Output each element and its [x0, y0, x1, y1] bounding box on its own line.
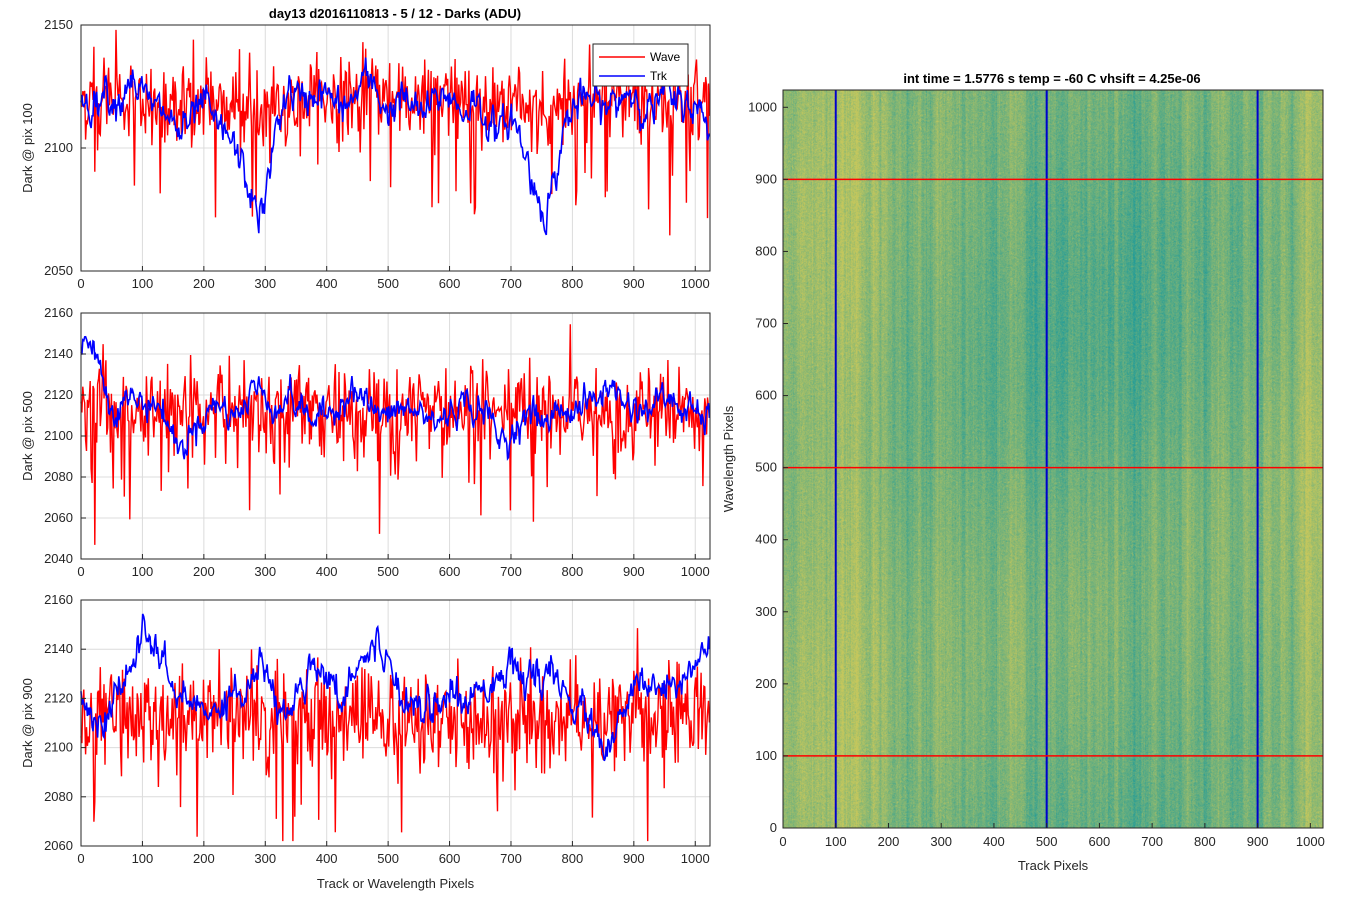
plot1-title: day13 d2016110813 - 5 / 12 - Darks (ADU)	[269, 6, 521, 21]
y-tick-label: 100	[755, 748, 777, 763]
x-tick-label: 200	[193, 851, 215, 866]
x-tick-label: 300	[930, 834, 952, 849]
x-tick-label: 200	[878, 834, 900, 849]
y-tick-label: 2120	[44, 690, 73, 705]
x-tick-label: 100	[132, 276, 154, 291]
x-tick-label: 800	[562, 564, 584, 579]
x-tick-label: 900	[1247, 834, 1269, 849]
series-trk-line	[80, 57, 711, 236]
x-tick-label: 400	[316, 851, 338, 866]
y-tick-label: 2100	[44, 428, 73, 443]
legend-box	[592, 43, 689, 87]
y-tick-label: 2040	[44, 551, 73, 566]
y-tick-label: 2160	[44, 592, 73, 607]
y-tick-label: 2140	[44, 346, 73, 361]
x-tick-label: 600	[439, 564, 461, 579]
x-tick-label: 400	[316, 564, 338, 579]
series-trk-line	[80, 335, 711, 461]
legend-wave-label: Wave	[650, 50, 681, 64]
x-tick-label: 300	[254, 851, 276, 866]
x-tick-label: 0	[779, 834, 786, 849]
legend: Wave Trk	[592, 43, 689, 87]
x-tick-label: 200	[193, 276, 215, 291]
x-tick-label: 100	[132, 851, 154, 866]
x-tick-label: 600	[439, 276, 461, 291]
heatmap-image	[783, 90, 1323, 828]
x-tick-label: 800	[562, 276, 584, 291]
x-tick-label: 100	[825, 834, 847, 849]
y-tick-label: 2060	[44, 838, 73, 853]
x-tick-label: 1000	[681, 564, 710, 579]
y-tick-label: 2080	[44, 469, 73, 484]
x-tick-label: 700	[500, 276, 522, 291]
heatmap-plot: 0 100 200 300 400 500 600 700 800 900 1000 0 100 200 3…	[721, 89, 1325, 873]
x-tick-label: 600	[439, 851, 461, 866]
y-tick-label: 2120	[44, 387, 73, 402]
x-tick-label: 1000	[681, 851, 710, 866]
series-trk-line	[80, 613, 711, 762]
x-axis-label: Track Pixels	[1018, 858, 1089, 873]
x-tick-label: 400	[316, 276, 338, 291]
y-tick-label: 300	[755, 604, 777, 619]
y-tick-label: 200	[755, 676, 777, 691]
y-axis-label: Wavelength Pixels	[721, 405, 736, 512]
y-axis-label: Dark @ pix 500	[20, 391, 35, 481]
y-tick-label: 2060	[44, 510, 73, 525]
line-plot-pix900: 0 100 200 300 400 500 600 700 800 900 1000 2060 2080…	[20, 592, 711, 891]
y-tick-label: 2100	[44, 740, 73, 755]
x-tick-label: 500	[377, 851, 399, 866]
y-tick-label: 2050	[44, 263, 73, 278]
y-axis-label: Dark @ pix 900	[20, 678, 35, 768]
x-tick-label: 1000	[1296, 834, 1325, 849]
y-tick-label: 700	[755, 316, 777, 331]
axes-frame	[80, 599, 711, 847]
x-tick-label: 700	[500, 564, 522, 579]
y-tick-label: 2140	[44, 641, 73, 656]
x-tick-label: 1000	[681, 276, 710, 291]
y-tick-label: 2100	[44, 140, 73, 155]
x-tick-label: 800	[562, 851, 584, 866]
x-tick-label: 0	[77, 276, 84, 291]
x-tick-label: 0	[77, 851, 84, 866]
y-axis-label: Dark @ pix 100	[20, 103, 35, 193]
line-plot-pix500: 0 100 200 300 400 500 600 700 800 900 1000 2040 2060…	[20, 305, 711, 579]
x-tick-label: 100	[132, 564, 154, 579]
y-tick-label: 2150	[44, 17, 73, 32]
y-tick-label: 0	[770, 820, 777, 835]
y-tick-label: 2080	[44, 789, 73, 804]
x-tick-label: 900	[623, 851, 645, 866]
y-tick-label: 400	[755, 532, 777, 547]
axes-frame	[782, 89, 1324, 829]
x-tick-label: 300	[254, 276, 276, 291]
x-tick-label: 900	[623, 564, 645, 579]
x-axis-label: Track or Wavelength Pixels	[317, 876, 475, 891]
x-tick-label: 700	[500, 851, 522, 866]
y-tick-label: 500	[755, 460, 777, 475]
x-tick-label: 800	[1194, 834, 1216, 849]
y-tick-label: 1000	[748, 99, 777, 114]
x-tick-label: 300	[254, 564, 276, 579]
x-tick-label: 200	[193, 564, 215, 579]
y-tick-label: 900	[755, 171, 777, 186]
x-tick-label: 900	[623, 276, 645, 291]
x-tick-label: 400	[983, 834, 1005, 849]
x-tick-label: 500	[377, 564, 399, 579]
x-tick-label: 700	[1141, 834, 1163, 849]
y-tick-label: 800	[755, 243, 777, 258]
x-tick-label: 0	[77, 564, 84, 579]
x-tick-label: 600	[1089, 834, 1111, 849]
series-wave-line	[80, 324, 711, 545]
x-tick-label: 500	[377, 276, 399, 291]
y-tick-label: 600	[755, 388, 777, 403]
y-tick-label: 2160	[44, 305, 73, 320]
legend-trk-label: Trk	[650, 69, 668, 83]
series-wave-line	[80, 628, 711, 842]
heatmap-title: int time = 1.5776 s temp = -60 C vhsift …	[903, 71, 1200, 86]
x-tick-label: 500	[1036, 834, 1058, 849]
